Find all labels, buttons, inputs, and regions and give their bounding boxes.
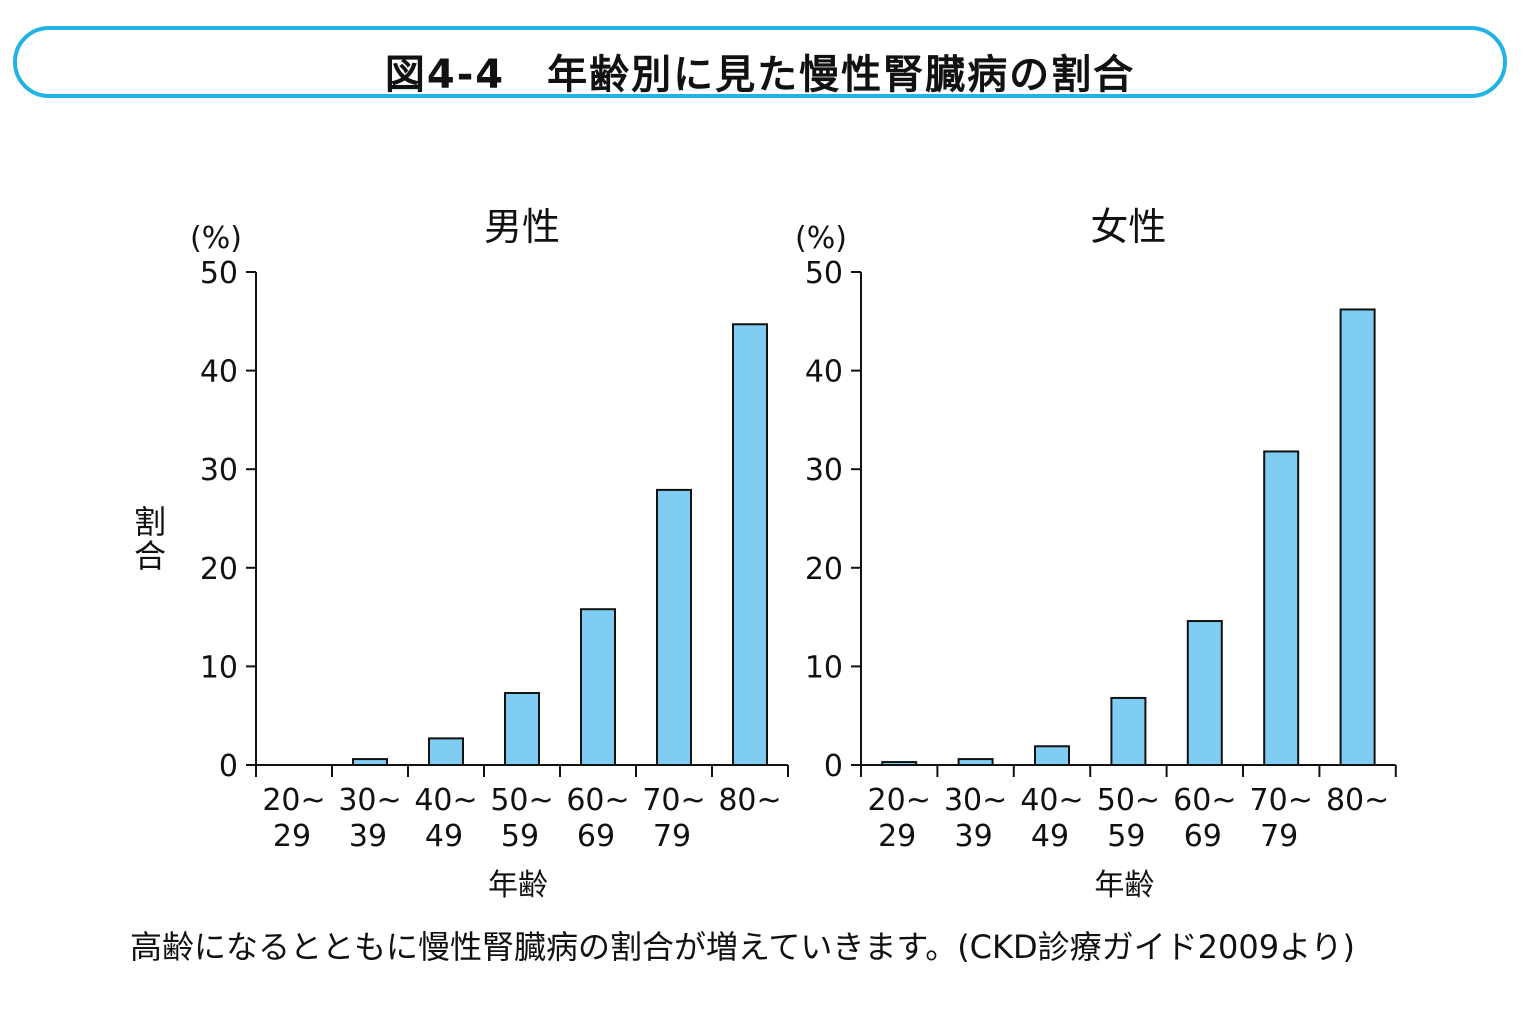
x-tick-label: 29 [273,819,311,854]
bar [1035,746,1069,765]
bar [959,759,993,765]
bar [505,693,539,765]
bar [882,762,916,765]
bar [581,609,615,765]
x-tick-label: 60~ [566,783,629,818]
x-tick-label: 79 [1260,819,1298,854]
y-tick-label: 40 [805,355,843,390]
y-tick-label: 10 [805,650,843,685]
y-tick-label: 20 [805,552,843,587]
x-tick-label: 79 [653,819,691,854]
y-tick-label: 10 [200,650,238,685]
y-tick-label: 40 [200,355,238,390]
x-tick-label: 60~ [1173,783,1236,818]
x-tick-label: 30~ [944,783,1007,818]
figure-caption: 高齢になるとともに慢性腎臓病の割合が増えていきます。(CKD診療ガイド2009よ… [130,922,1355,968]
x-tick-label: 30~ [338,783,401,818]
bar [733,324,767,765]
x-tick-label: 80~ [1326,783,1389,818]
y-tick-label: 50 [200,256,238,291]
y-tick-label: 0 [824,749,843,784]
y-tick-label: 50 [805,256,843,291]
x-tick-label: 40~ [1020,783,1083,818]
x-axis-label: 年齢 [488,868,548,903]
chart-female: 女性 (%) 0 10 20 30 40 50 20~29 30~39 40~49 50~59 60~6… [795,205,1396,903]
x-tick-label: 49 [1031,819,1069,854]
x-tick-label: 69 [577,819,615,854]
bar [1111,698,1145,765]
x-axis-label: 年齢 [1094,868,1154,903]
y-axis-label: 合 [134,537,166,575]
x-tick-label: 80~ [718,783,781,818]
chart-male: 男性 (%) 0 10 20 30 40 50 20~29 30~39 40~49 50~59 60~6… [134,205,788,903]
bar [1264,451,1298,765]
y-tick-label: 20 [200,552,238,587]
bar [429,738,463,765]
chart-title: 男性 [484,205,560,249]
x-tick-label: 59 [1107,819,1145,854]
x-tick-label: 70~ [642,783,705,818]
y-unit-label: (%) [190,221,242,256]
x-tick-label: 20~ [262,783,325,818]
y-tick-label: 30 [200,453,238,488]
bar [1188,621,1222,765]
x-tick-label: 39 [955,819,993,854]
x-tick-label: 40~ [414,783,477,818]
bar [353,759,387,765]
y-tick-label: 0 [219,749,238,784]
x-tick-label: 50~ [490,783,553,818]
x-tick-label: 69 [1184,819,1222,854]
bar [1341,309,1375,765]
x-tick-label: 49 [425,819,463,854]
chart-title: 女性 [1090,205,1166,249]
bar [657,490,691,765]
y-unit-label: (%) [795,221,847,256]
y-axis-label: 割 [134,503,166,541]
x-tick-label: 20~ [868,783,931,818]
x-tick-label: 59 [501,819,539,854]
y-tick-label: 30 [805,453,843,488]
x-tick-label: 29 [878,819,916,854]
x-tick-label: 39 [349,819,387,854]
x-tick-label: 50~ [1097,783,1160,818]
x-tick-label: 70~ [1250,783,1313,818]
